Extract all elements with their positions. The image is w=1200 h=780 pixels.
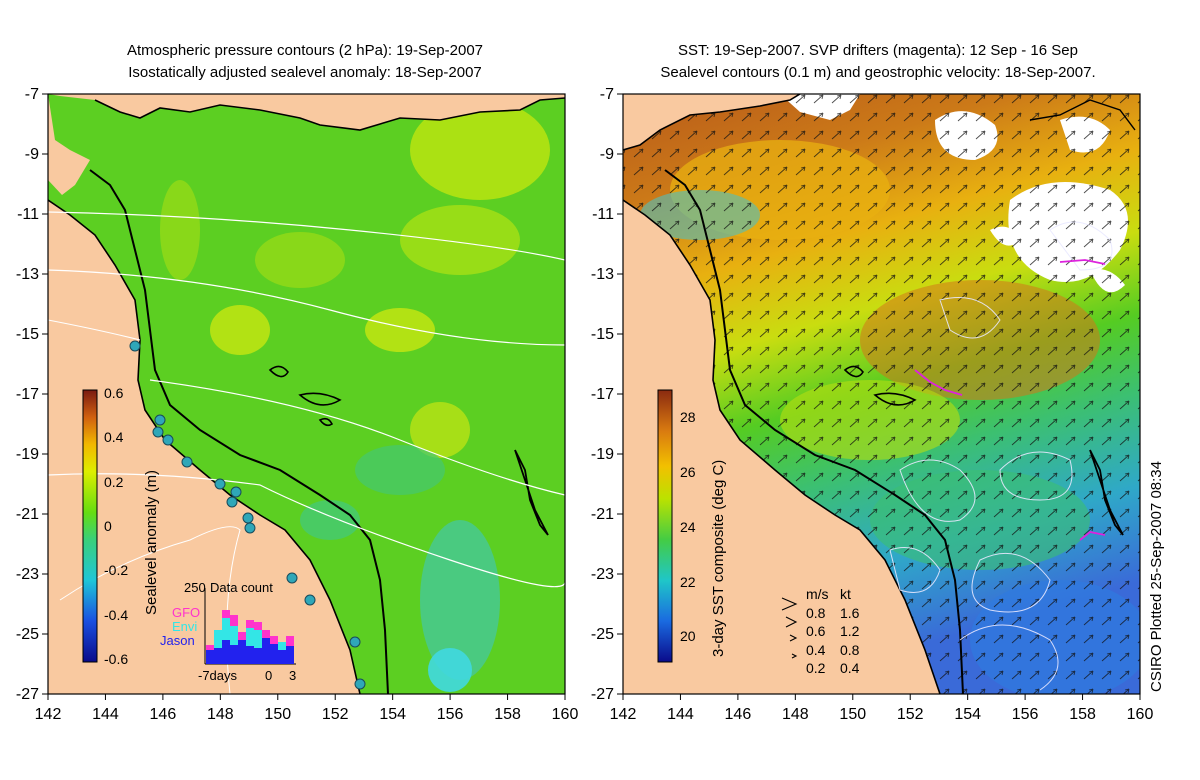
right-y-tick-label: -25 <box>591 626 614 643</box>
velocity-legend: m/s kt 0.8 1.6 0.6 1.2 0.4 0.8 0.2 0.4 <box>806 585 859 678</box>
left-y-tick-label: -7 <box>25 86 39 103</box>
sla-tick: -0.6 <box>104 651 129 667</box>
data-count-title: Data count <box>210 580 273 595</box>
data-count-legend: GFO Envi Jason <box>160 605 201 648</box>
right-x-tick-label: 156 <box>1012 706 1039 723</box>
legend-gfo: GFO <box>172 605 201 620</box>
right-y-tick-label: -23 <box>591 566 614 583</box>
right-map <box>623 94 1140 694</box>
velocity-legend-kt: 0.4 <box>840 660 860 676</box>
right-y-tick-label: -19 <box>591 446 614 463</box>
sst-tick: 26 <box>680 464 696 480</box>
velocity-legend-ms: 0.4 <box>806 641 826 658</box>
inset-x-label-end: 3 <box>289 668 297 683</box>
left-title-line2: Isostatically adjusted sealevel anomaly:… <box>128 64 482 81</box>
right-y-tick-label: -27 <box>591 686 614 703</box>
left-x-tick-label: 142 <box>35 706 62 723</box>
right-x-tick-label: 148 <box>782 706 809 723</box>
legend-envi: Envi <box>172 619 198 634</box>
velocity-legend-kt: 1.2 <box>840 623 860 639</box>
sst-colorbar <box>657 389 673 663</box>
data-count-inset <box>204 588 296 665</box>
left-y-tick-label: -17 <box>16 386 39 403</box>
right-x-tick-label: 154 <box>954 706 981 723</box>
sla-tick: 0.6 <box>104 385 124 401</box>
left-map <box>48 94 565 694</box>
inset-x-label-start: -7days <box>198 668 238 683</box>
left-x-tick-label: 144 <box>92 706 119 723</box>
inset-x-label-zero: 0 <box>265 668 273 683</box>
right-y-tick-label: -21 <box>591 506 614 523</box>
right-x-tick-label: 152 <box>897 706 924 723</box>
sla-colorbar <box>82 389 98 663</box>
left-x-tick-label: 158 <box>494 706 521 723</box>
sealevel-contours <box>889 221 1113 691</box>
left-x-tick-label: 150 <box>264 706 291 723</box>
sst-colorbar-label: 3-day SST composite (deg C) <box>710 459 727 657</box>
velocity-legend-kt-header: kt <box>840 586 851 602</box>
legend-jason: Jason <box>160 633 195 648</box>
right-x-tick-label: 142 <box>610 706 637 723</box>
sla-colorbar-label: Sealevel anomaly (m) <box>143 469 160 615</box>
sst-tick: 24 <box>680 519 696 535</box>
velocity-legend-arrows <box>781 597 798 659</box>
velocity-legend-kt: 1.6 <box>840 604 860 621</box>
svp-drifter-tracks <box>914 259 1106 541</box>
australia-land <box>623 200 940 694</box>
velocity-legend-ms-header: m/s <box>806 586 829 602</box>
right-x-tick-label: 158 <box>1069 706 1096 723</box>
right-title-line2: Sealevel contours (0.1 m) and geostrophi… <box>660 64 1096 81</box>
left-x-tick-label: 152 <box>322 706 349 723</box>
axes-layer: 142 144 146 148 150 152 154 156 158 160 -7 -9 -11 -13… <box>16 86 1154 723</box>
left-x-tick-label: 148 <box>207 706 234 723</box>
png-land <box>48 94 565 130</box>
velocity-legend-ms: 0.8 <box>806 604 826 621</box>
left-y-tick-label: -9 <box>25 146 39 163</box>
left-y-tick-label: -27 <box>16 686 39 703</box>
sla-tick: 0.2 <box>104 474 124 490</box>
sla-tick: 0.4 <box>104 429 124 445</box>
left-x-tick-label: 160 <box>552 706 579 723</box>
right-y-tick-label: -7 <box>600 86 614 103</box>
tide-gauge-stations <box>129 340 366 690</box>
left-x-tick-label: 146 <box>150 706 177 723</box>
right-y-tick-label: -15 <box>591 326 614 343</box>
right-x-tick-label: 146 <box>725 706 752 723</box>
left-x-tick-label: 156 <box>437 706 464 723</box>
data-count-bars <box>206 610 294 664</box>
sla-tick: -0.4 <box>104 607 129 623</box>
left-x-tick-label: 154 <box>379 706 406 723</box>
sst-tick: 28 <box>680 409 696 425</box>
left-y-tick-label: -11 <box>17 206 39 223</box>
velocity-legend-ms: 0.2 <box>806 660 826 676</box>
reef-outline <box>89 169 389 694</box>
right-y-tick-label: -9 <box>600 146 614 163</box>
right-title-line1: SST: 19-Sep-2007. SVP drifters (magenta)… <box>678 42 1078 59</box>
left-y-tick-label: -13 <box>16 266 39 283</box>
right-y-tick-label: -11 <box>592 206 614 223</box>
sst-tick: 22 <box>680 574 696 590</box>
left-y-tick-label: -25 <box>16 626 39 643</box>
right-y-tick-label: -13 <box>591 266 614 283</box>
left-y-tick-label: -15 <box>16 326 39 343</box>
left-y-tick-label: -19 <box>16 446 39 463</box>
data-count-ymax: 250 <box>184 580 206 595</box>
reef-outline <box>664 169 964 694</box>
left-title-line1: Atmospheric pressure contours (2 hPa): 1… <box>126 42 483 59</box>
australia-land <box>48 200 360 694</box>
left-y-tick-label: -21 <box>16 506 39 523</box>
left-y-tick-label: -23 <box>16 566 39 583</box>
png-land <box>623 94 800 150</box>
sst-tick: 20 <box>680 628 696 644</box>
sla-tick: 0 <box>104 518 112 534</box>
right-x-tick-label: 144 <box>667 706 694 723</box>
right-y-tick-label: -17 <box>591 386 614 403</box>
right-x-tick-label: 150 <box>839 706 866 723</box>
velocity-legend-kt: 0.8 <box>840 641 860 658</box>
sla-tick: -0.2 <box>104 562 129 578</box>
right-x-tick-label: 160 <box>1127 706 1154 723</box>
csiro-credit: CSIRO Plotted 25-Sep-2007 08:34 <box>1148 461 1165 692</box>
velocity-legend-ms: 0.6 <box>806 623 826 639</box>
